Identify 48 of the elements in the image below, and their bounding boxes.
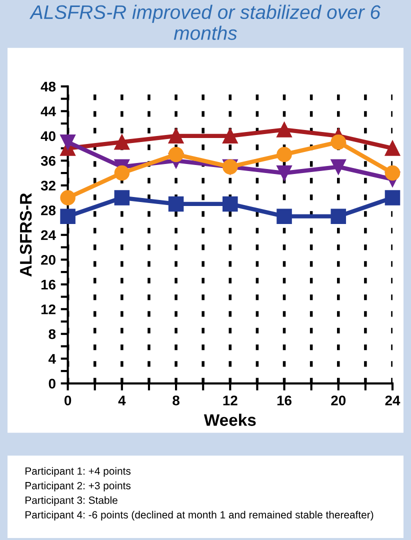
y-tick-label: 28: [41, 205, 56, 216]
point: [168, 128, 184, 144]
point: [384, 165, 400, 181]
text: Participant 1: +4 points: [26, 467, 131, 477]
x-tick-label: 12: [223, 396, 238, 406]
y-tick-label: 16: [41, 280, 56, 290]
y-tick-label: 8: [48, 329, 56, 340]
point: [276, 122, 292, 138]
point: [276, 146, 292, 162]
y-tick-label: 44: [40, 106, 56, 116]
x-tick-label: 24: [385, 396, 400, 406]
x-tick-label: 0: [64, 396, 72, 406]
y-tick-label: 20: [41, 254, 56, 265]
x-tick-label: 8: [172, 396, 180, 406]
y-tick-label: 40: [40, 131, 56, 142]
y-tick-label: 24: [41, 230, 56, 240]
text: Participant 4: -6 points (declined at month 1 and remained stable thereafter): [26, 510, 374, 521]
y-tick-label: 32: [40, 180, 56, 191]
point: [384, 190, 400, 206]
point: [114, 134, 130, 150]
point: [222, 128, 238, 144]
point: [330, 159, 346, 174]
point: [330, 134, 346, 150]
text: Participant 3: Stable: [26, 496, 118, 506]
y-tick-label: 4: [48, 354, 56, 364]
y-axis-title: ALSFRS-R: [20, 193, 32, 277]
x-tick-label: 20: [331, 396, 346, 406]
point: [60, 190, 76, 206]
text: Participant 2: +3 points: [26, 482, 131, 492]
y-tick-label: 48: [40, 82, 56, 92]
x-tick-label: 4: [118, 396, 126, 406]
point: [114, 165, 130, 181]
point: [222, 196, 238, 212]
point: [384, 140, 400, 156]
x-axis-title: Weeks: [204, 414, 256, 426]
point: [60, 208, 76, 224]
y-tick-label: 12: [41, 304, 56, 314]
point: [276, 208, 292, 224]
point: [168, 146, 184, 162]
point: [276, 165, 292, 181]
point: [330, 208, 346, 224]
point: [60, 134, 76, 150]
x-tick-label: 16: [277, 396, 292, 406]
y-tick-label: 0: [48, 378, 56, 389]
y-tick-label: 36: [40, 156, 56, 166]
point: [168, 196, 184, 212]
chart-title: ALSFRS-R improved or stabilized over 6 months: [29, 4, 381, 40]
point: [114, 190, 130, 206]
